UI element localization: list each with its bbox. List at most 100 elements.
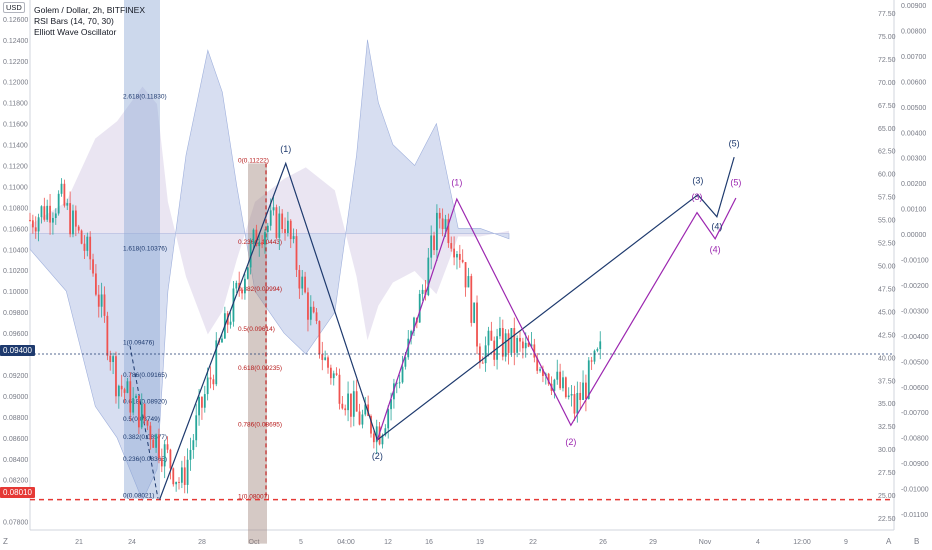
candle-body [180, 467, 183, 483]
fib-retracement-box-red [248, 163, 267, 544]
candle-body [212, 379, 215, 385]
ewo-negative-area [30, 86, 510, 341]
candle-body [556, 371, 559, 380]
candle-body [490, 330, 493, 341]
ewo-axis-tick: -0.00200 [901, 283, 929, 290]
candle-body [52, 217, 54, 223]
candle-body [66, 203, 69, 206]
candle-body [487, 330, 490, 346]
left-axis-tick: 0.11400 [3, 143, 28, 150]
ewo-axis-tick: 0.00200 [901, 181, 926, 188]
candle-body [295, 236, 298, 270]
candle-body [450, 243, 453, 249]
candle-body [361, 414, 364, 425]
candle-body [324, 357, 327, 360]
candle-body [539, 369, 541, 371]
candle-body [338, 374, 341, 404]
candle-body [40, 206, 43, 218]
candle-body [547, 373, 550, 384]
left-axis-tick: 0.09000 [3, 394, 28, 401]
rsi-axis-tick: 30.00 [878, 447, 896, 454]
candle-body [163, 444, 166, 467]
fib-level-label-red: 0.5(0.09614) [238, 326, 275, 333]
candle-body [301, 276, 304, 289]
candle-body [504, 333, 507, 357]
auto-scale-button[interactable]: A [886, 537, 892, 546]
candle-body [352, 391, 355, 417]
candle-body [166, 444, 169, 450]
candle-body [37, 217, 40, 232]
ewo-axis-tick: -0.00100 [901, 258, 929, 265]
candle-body [579, 392, 582, 400]
candle-body [559, 371, 562, 389]
candle-body [470, 276, 473, 323]
x-axis-tick: 04:00 [337, 539, 355, 546]
candle-body [215, 340, 218, 385]
rsi-axis-tick: 77.50 [878, 11, 896, 18]
left-axis-tick: 0.12000 [3, 80, 28, 87]
candle-body [447, 219, 450, 244]
candle-body [160, 458, 163, 467]
left-axis-tick: 0.12400 [3, 38, 28, 45]
currency-badge[interactable]: USD [3, 2, 25, 13]
candle-body [350, 393, 352, 417]
candle-body [140, 403, 143, 428]
elliott-wave-purple [376, 197, 737, 441]
candle-body [501, 328, 504, 357]
candle-body [404, 357, 407, 367]
left-axis-tick: 0.09800 [3, 310, 28, 317]
candle-body [31, 220, 34, 228]
candle-body [573, 394, 576, 414]
candle-body [467, 276, 470, 288]
candle-body [95, 273, 97, 295]
candle-body [478, 346, 481, 363]
fib-level-label-red: 1(0.08007) [238, 494, 269, 501]
x-axis-tick: Nov [699, 539, 712, 546]
left-axis-tick: 0.12200 [3, 59, 28, 66]
log-scale-button[interactable]: B [914, 537, 920, 546]
candle-body [89, 236, 92, 260]
candle-body [521, 341, 524, 349]
left-axis-tick: 0.11600 [3, 122, 28, 129]
left-axis-tick: 0.10000 [3, 289, 28, 296]
rsi-indicator-label[interactable]: RSI Bars (14, 70, 30) [34, 16, 114, 26]
candle-body [567, 395, 570, 398]
candle-body [315, 312, 318, 322]
ewo-area [29, 39, 510, 502]
candle-body [198, 396, 200, 416]
candle-body [430, 235, 433, 258]
ewo-axis-tick: 0.00900 [901, 3, 926, 10]
candle-body [433, 235, 435, 251]
candle-body [292, 236, 295, 240]
candle-body [427, 257, 430, 296]
candle-body [135, 395, 137, 399]
candle-body [129, 381, 132, 413]
candle-body [587, 360, 590, 399]
x-axis-tick: 9 [844, 539, 848, 546]
rsi-axis-tick: 45.00 [878, 309, 896, 316]
x-axis-tick: 4 [756, 539, 760, 546]
ewo-axis-tick: -0.00900 [901, 461, 929, 468]
symbol-title[interactable]: Golem / Dollar, 2h, BITFINEX [34, 5, 146, 15]
ewo-indicator-label[interactable]: Elliott Wave Oscillator [34, 27, 117, 37]
candle-body [289, 220, 292, 240]
x-axis-tick: 16 [425, 539, 433, 546]
candle-body [255, 229, 258, 247]
left-axis-tick: 0.09200 [3, 373, 28, 380]
candle-body [309, 306, 312, 320]
candle-body [278, 213, 281, 238]
candle-body [527, 342, 530, 347]
candle-body [553, 379, 556, 391]
rsi-axis-tick: 52.50 [878, 241, 896, 248]
rsi-axis-tick: 32.50 [878, 424, 896, 431]
candle-body [381, 435, 384, 445]
candle-body [499, 328, 501, 337]
candle-body [143, 403, 146, 421]
candle-body [69, 203, 72, 235]
candle-body [112, 356, 115, 363]
rsi-axis-tick: 35.00 [878, 401, 896, 408]
fib-level-label-blue: 0.618(0.08920) [123, 398, 167, 405]
zoom-marker[interactable]: Z [3, 537, 8, 546]
candle-body [398, 382, 401, 384]
